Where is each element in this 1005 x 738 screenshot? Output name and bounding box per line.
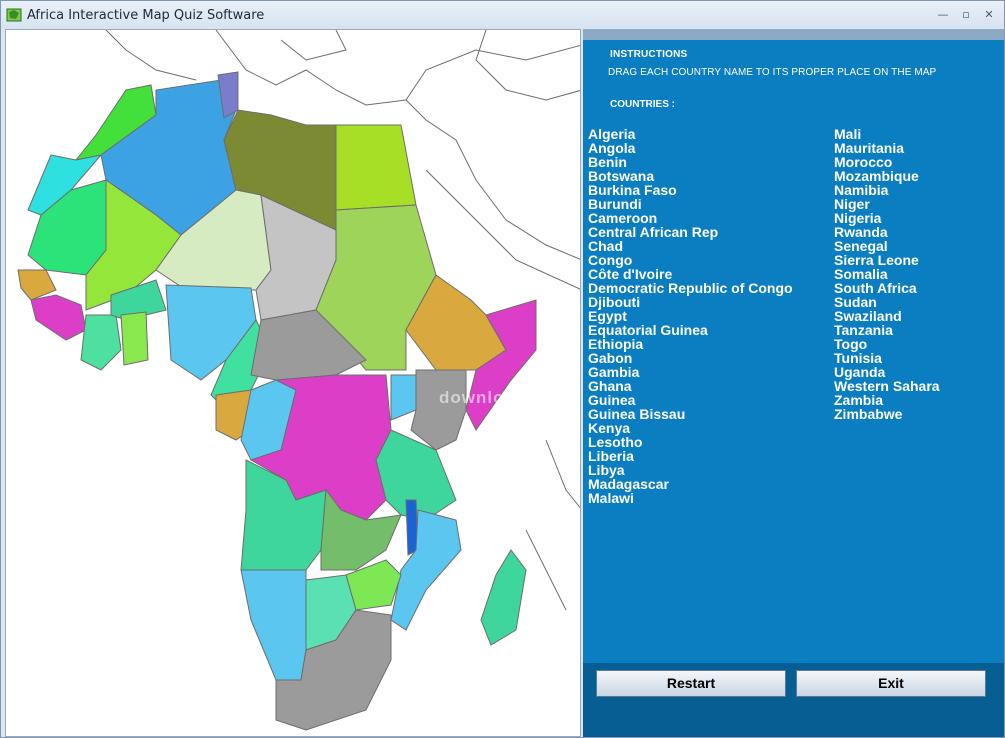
country-item[interactable]: Benin xyxy=(588,154,627,170)
country-item[interactable]: Algeria xyxy=(588,126,636,142)
country-item[interactable]: Togo xyxy=(834,336,868,352)
watermark: download xyxy=(439,388,527,407)
country-item[interactable]: Zimbabwe xyxy=(834,406,903,422)
mozambique-shape xyxy=(390,509,462,631)
country-item[interactable]: Kenya xyxy=(588,420,631,436)
country-item[interactable]: Congo xyxy=(588,252,633,268)
madagascar-shape xyxy=(480,549,527,646)
country-item[interactable]: Tunisia xyxy=(834,350,882,366)
country-item[interactable]: Egypt xyxy=(588,308,627,324)
country-item[interactable]: Gabon xyxy=(588,350,633,366)
country-item[interactable]: Guinea xyxy=(588,392,636,408)
country-item[interactable]: Djibouti xyxy=(588,294,641,310)
africa-map[interactable]: download xyxy=(5,29,581,737)
exit-button[interactable]: Exit xyxy=(796,670,986,697)
country-item[interactable]: Nigeria xyxy=(834,210,882,226)
countries-title: COUNTRIES : xyxy=(610,99,675,110)
country-item[interactable]: Zambia xyxy=(834,392,884,408)
country-item[interactable]: Morocco xyxy=(834,154,893,170)
senegal-shape xyxy=(17,269,57,301)
egypt-shape xyxy=(335,124,417,211)
country-item[interactable]: Guinea Bissau xyxy=(588,406,686,422)
countries-layer xyxy=(17,71,537,731)
restart-button[interactable]: Restart xyxy=(596,670,786,697)
close-icon[interactable]: ✕ xyxy=(984,8,994,21)
country-item[interactable]: Rwanda xyxy=(834,224,888,240)
country-item[interactable]: Somalia xyxy=(834,266,888,282)
cote-divoire-shape xyxy=(80,314,122,371)
zambia-shape xyxy=(320,488,402,571)
country-item[interactable]: Burundi xyxy=(588,196,642,212)
country-item[interactable]: Mali xyxy=(834,126,862,142)
country-item[interactable]: Niger xyxy=(834,196,870,212)
country-item[interactable]: Liberia xyxy=(588,448,634,464)
country-item[interactable]: Mauritania xyxy=(834,140,905,156)
countries-list-left: Algeria Angola Benin Botswana Burkina Fa… xyxy=(588,127,793,505)
country-item[interactable]: Democratic Republic of Congo xyxy=(588,280,793,296)
country-item[interactable]: Burkina Faso xyxy=(588,182,677,198)
minimize-icon[interactable]: — xyxy=(937,8,949,21)
country-item[interactable]: Ghana xyxy=(588,378,632,394)
side-panel: INSTRUCTIONS DRAG EACH COUNTRY NAME TO I… xyxy=(583,29,1004,737)
country-item[interactable]: Chad xyxy=(588,238,623,254)
country-item[interactable]: Mozambique xyxy=(834,168,919,184)
country-item[interactable]: Sudan xyxy=(834,294,877,310)
countries-list-right: Mali Mauritania Morocco Mozambique Namib… xyxy=(834,127,940,421)
country-item[interactable]: Gambia xyxy=(588,364,640,380)
country-item[interactable]: Côte d'Ivoire xyxy=(588,266,673,282)
country-item[interactable]: Western Sahara xyxy=(834,378,940,394)
instructions-title: INSTRUCTIONS xyxy=(610,49,688,60)
uganda-shape xyxy=(390,374,417,421)
country-item[interactable]: Botswana xyxy=(588,168,655,184)
country-item[interactable]: Central African Rep xyxy=(588,224,719,240)
panel-header-strip xyxy=(583,29,1004,40)
maximize-icon[interactable]: ▫ xyxy=(962,8,970,21)
country-item[interactable]: Ethiopia xyxy=(588,336,644,352)
south-africa-shape xyxy=(275,609,392,731)
window-title: Africa Interactive Map Quiz Software xyxy=(27,8,265,23)
country-item[interactable]: Sierra Leone xyxy=(834,252,919,268)
sudan-shape xyxy=(315,204,437,371)
ghana-shape xyxy=(120,311,149,366)
country-item[interactable]: Equatorial Guinea xyxy=(588,322,708,338)
guinea-shape xyxy=(30,294,87,341)
country-item[interactable]: Lesotho xyxy=(588,434,643,450)
country-item[interactable]: Madagascar xyxy=(588,476,669,492)
country-item[interactable]: Tanzania xyxy=(834,322,893,338)
country-item[interactable]: Namibia xyxy=(834,182,889,198)
country-item[interactable]: South Africa xyxy=(834,280,917,296)
country-item[interactable]: Senegal xyxy=(834,238,888,254)
somalia-shape xyxy=(465,299,537,431)
instructions-text: DRAG EACH COUNTRY NAME TO ITS PROPER PLA… xyxy=(608,67,937,78)
country-item[interactable]: Angola xyxy=(588,140,636,156)
title-bar[interactable]: Africa Interactive Map Quiz Software — ▫… xyxy=(1,1,1004,29)
country-item[interactable]: Swaziland xyxy=(834,308,902,324)
country-item[interactable]: Libya xyxy=(588,462,625,478)
globe-app-icon xyxy=(6,8,22,22)
map-canvas[interactable] xyxy=(6,30,581,737)
country-item[interactable]: Malawi xyxy=(588,490,634,506)
namibia-shape xyxy=(240,569,307,681)
kenya-shape xyxy=(410,369,467,451)
country-item[interactable]: Uganda xyxy=(834,364,886,380)
map-outlines xyxy=(105,30,580,611)
country-item[interactable]: Cameroon xyxy=(588,210,658,226)
